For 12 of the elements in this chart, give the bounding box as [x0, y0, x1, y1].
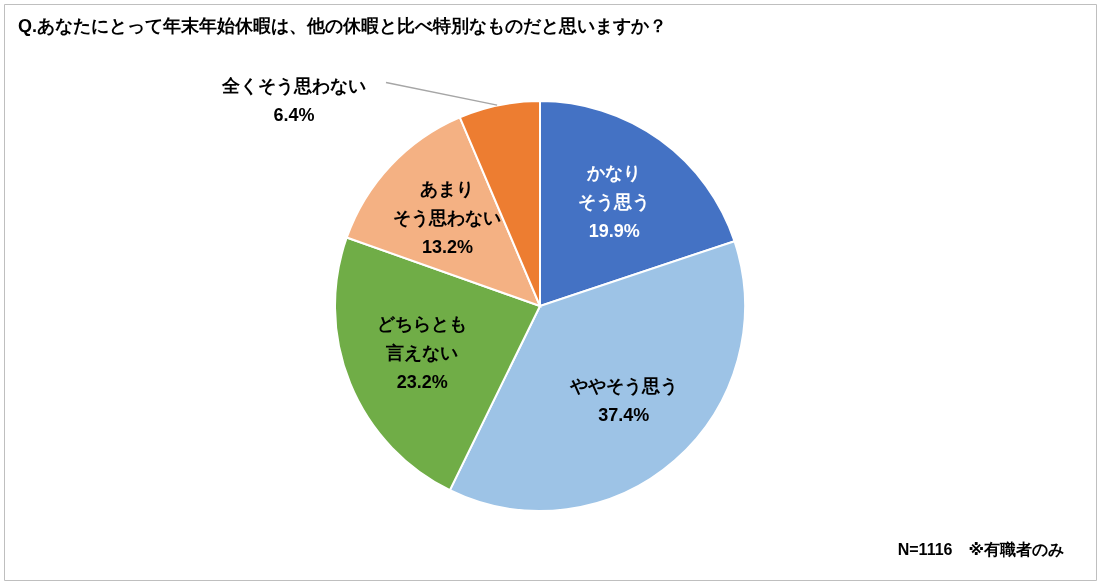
data-label: 23.2% [396, 372, 448, 393]
slice-label: かなりそう思う [578, 162, 651, 212]
data-label: 19.9% [588, 220, 640, 241]
text: N=1116 ※有職者のみ [897, 541, 1064, 558]
data-label: 37.4% [598, 405, 650, 426]
chart-title: Q.あなたにとって年末年始休暇は、他の休暇と比べ特別なものだと思いますか？ [18, 16, 668, 36]
data-label: 6.4% [273, 104, 315, 125]
slice-label: どちらとも言えない [377, 314, 468, 364]
data-label: 13.2% [421, 236, 473, 257]
slice-label: ややそう思う [568, 376, 678, 397]
slice-label: あまりそう思わない [393, 178, 502, 228]
slice-label: 全くそう思わない [221, 75, 366, 96]
